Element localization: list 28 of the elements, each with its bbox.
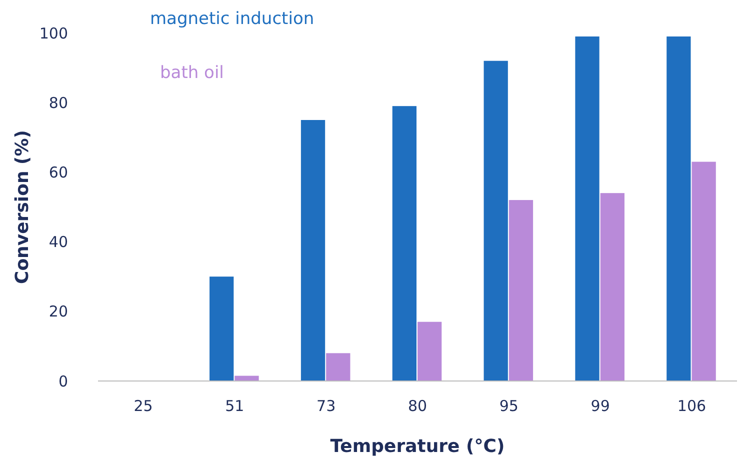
bar [600,193,624,381]
y-tick-label: 20 [48,302,68,321]
bar [692,162,716,381]
x-tick-label: 106 [677,397,706,415]
y-tick-label: 60 [48,163,68,182]
bar [508,200,534,381]
bar [326,353,350,381]
x-tick-label: 80 [408,397,428,415]
bar [300,120,326,381]
y-tick-label: 100 [39,24,68,42]
y-tick-label: 40 [48,233,68,252]
x-tick-label: 51 [225,397,244,415]
text: magnetic induction [150,8,314,29]
bar [484,60,508,381]
x-tick-label: 73 [316,397,336,415]
x-tick-label: 25 [134,397,153,415]
bar [418,322,442,381]
bar [666,36,691,381]
bar [392,106,416,381]
y-tick-label: 80 [48,94,68,112]
y-tick-label: 0 [58,372,68,390]
y-axis-title: Conversion (%) [12,130,33,284]
text: bath oil [160,62,224,83]
x-axis-title: Temperature (°C) [330,436,505,457]
bar [575,36,600,381]
x-tick-label: 95 [499,397,518,415]
bar [210,276,234,381]
x-tick-label: 99 [590,397,610,415]
